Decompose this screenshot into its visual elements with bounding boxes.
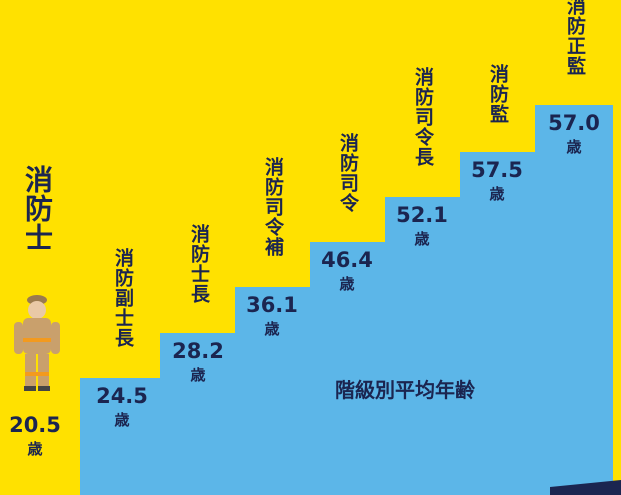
corner-accent bbox=[550, 480, 621, 495]
age-unit: 歳 bbox=[339, 275, 354, 293]
age-unit: 歳 bbox=[190, 366, 205, 384]
rank-label: 消防司令長 bbox=[412, 67, 434, 167]
title: 階級別平均年齢 bbox=[335, 378, 476, 402]
rank-label: 消防司令補 bbox=[262, 157, 284, 257]
age: 24.5 bbox=[96, 384, 148, 408]
rank-label: 消防監 bbox=[487, 64, 509, 124]
age-unit: 歳 bbox=[566, 138, 581, 156]
age: 52.1 bbox=[396, 203, 448, 227]
age: 57.5 bbox=[471, 158, 523, 182]
firefighter-icon bbox=[14, 295, 60, 391]
rank-label: 消防正監 bbox=[564, 0, 586, 76]
rank-label: 消防士長 bbox=[188, 224, 210, 304]
age-unit: 歳 bbox=[489, 185, 504, 203]
rank-label: 消防司令 bbox=[337, 133, 359, 213]
rank-label: 消防副士長 bbox=[112, 248, 134, 348]
age: 36.1 bbox=[246, 293, 298, 317]
age-unit: 歳 bbox=[114, 411, 129, 429]
age: 57.0 bbox=[548, 111, 600, 135]
age: 20.5 bbox=[9, 413, 61, 437]
age: 28.2 bbox=[172, 339, 224, 363]
rank-label: 消防士 bbox=[21, 165, 54, 252]
age-unit: 歳 bbox=[264, 320, 279, 338]
age-unit: 歳 bbox=[27, 440, 42, 458]
age: 46.4 bbox=[321, 248, 373, 272]
stairs bbox=[80, 105, 613, 495]
age-unit: 歳 bbox=[414, 230, 429, 248]
